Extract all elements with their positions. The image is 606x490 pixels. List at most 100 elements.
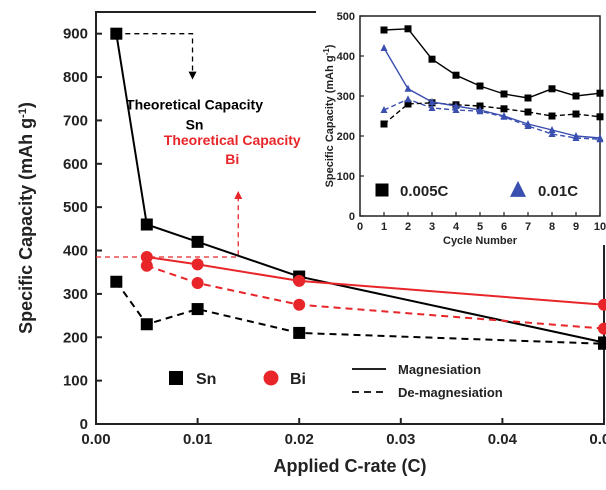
main-y-tick-label: 300	[63, 286, 88, 303]
main-y-axis-title: Specific Capacity (mAh g-1)	[16, 102, 36, 334]
main-data-point-sn	[110, 275, 123, 288]
main-data-point-sn	[140, 218, 153, 231]
inset-data-point-0.005c	[452, 71, 460, 79]
inset-data-point-0.01c	[548, 130, 556, 137]
main-y-tick-label: 0	[80, 416, 88, 433]
inset-y-tick-label: 100	[337, 171, 355, 183]
inset-data-point-0.005c	[380, 120, 388, 128]
inset-data-point-0.01c	[476, 107, 484, 115]
main-y-ticks: 0 100 200 300 400 500 600 700 800 900	[63, 26, 102, 433]
inset-x-tick-label: 7	[525, 221, 531, 233]
legend-label-magnesiation: Magnesiation	[398, 362, 481, 377]
legend-marker-bi	[263, 370, 279, 386]
inset-data-point-0.005c	[404, 25, 412, 33]
inset-data-point-0.005c	[404, 100, 412, 108]
main-x-tick-label: 0.01	[183, 431, 212, 448]
main-data-point-sn	[293, 326, 306, 339]
inset-legend: 0.005C 0.01C	[375, 180, 578, 200]
legend-label-bi: Bi	[290, 371, 306, 388]
inset-data-point-0.01c	[548, 126, 556, 133]
main-y-axis-title-sup: -1	[17, 108, 29, 118]
inset-x-tick-label: 9	[573, 221, 579, 233]
inset-data-point-0.005c	[380, 26, 388, 34]
theoretical-capacity-sn-arrowhead	[188, 71, 197, 80]
inset-data-point-0.01c	[596, 135, 604, 143]
inset-legend-marker-001c	[510, 180, 526, 197]
legend-marker-sn	[169, 371, 183, 385]
inset-data-point-0.005c	[500, 90, 508, 98]
main-plot: 0.000.010.020.030.040.05 010020030040050…	[16, 11, 606, 476]
inset-data-point-0.005c	[428, 55, 436, 63]
inset-data-point-0.01c	[404, 95, 412, 103]
inset-y-tick-label: 300	[337, 91, 355, 103]
inset-data-point-0.01c	[500, 112, 508, 120]
inset-plot: 0 1 2 3 4 5 6 7 8 9 10 0 100 200 300 400 500 0.005C 0.01…	[316, 0, 606, 247]
main-x-axis-title: Applied C-rate (C)	[274, 456, 427, 476]
inset-series-line-0.01c-dashed	[383, 98, 601, 140]
inset-y-ticks: 0 100 200 300 400 500	[337, 11, 364, 223]
inset-x-axis-title: Cycle Number	[443, 235, 518, 247]
main-x-tick-label: 0.03	[386, 431, 415, 448]
main-data-point-bi	[598, 322, 606, 335]
inset-data-point-0.01c	[452, 106, 460, 113]
inset-x-ticks: 0 1 2 3 4 5 6 7 8 9 10	[357, 212, 606, 233]
main-x-tick-label: 0.04	[488, 431, 518, 448]
inset-data-point-0.01c	[380, 106, 388, 113]
inset-series-line-0.005c-solid	[383, 28, 601, 99]
inset-data-point-0.01c	[572, 134, 580, 141]
inset-data-point-0.01c	[428, 98, 436, 105]
theoretical-capacity-bi-label: Theoretical Capacity	[164, 132, 301, 148]
inset-legend-label-0005c: 0.005C	[400, 183, 449, 200]
inset-legend-label-001c: 0.01C	[538, 183, 578, 200]
inset-x-tick-label: 3	[429, 221, 435, 233]
main-data-point-sn	[110, 27, 123, 40]
inset-x-tick-label: 8	[549, 221, 555, 233]
inset-data-point-0.01c	[380, 44, 388, 51]
theoretical-capacity-bi-arrowhead	[234, 191, 243, 200]
main-x-tick-label: 0.05	[589, 431, 606, 448]
inset-x-tick-label: 6	[501, 221, 507, 233]
inset-x-tick-label: 1	[381, 221, 387, 233]
inset-x-tick-label: 2	[405, 221, 411, 233]
main-x-tick-label: 0.00	[81, 431, 110, 448]
main-data-point-sn	[191, 235, 204, 248]
inset-x-tick-label: 4	[453, 221, 460, 233]
main-data-point-bi	[191, 258, 204, 271]
inset-data-point-0.005c	[548, 85, 556, 93]
main-legend: Sn Bi Magnesiation De-magnesiation	[169, 362, 503, 400]
main-data-point-bi	[140, 259, 153, 272]
main-y-tick-label: 500	[63, 199, 88, 216]
inset-data-point-0.01c	[428, 104, 436, 111]
main-y-tick-label: 200	[63, 329, 88, 346]
main-x-ticks: 0.00 0.01 0.02 0.03 0.04 0.05	[81, 418, 606, 448]
main-data-point-bi	[140, 251, 153, 264]
inset-y-tick-label: 400	[337, 51, 355, 63]
inset-data-point-0.005c	[596, 113, 604, 121]
inset-data-point-0.01c	[404, 84, 412, 92]
inset-y-tick-label: 200	[337, 131, 355, 143]
main-y-tick-label: 400	[63, 243, 88, 260]
inset-data-point-0.005c	[476, 102, 484, 110]
inset-data-point-0.01c	[452, 102, 460, 109]
inset-legend-marker-0005c	[375, 183, 389, 197]
inset-series	[380, 25, 604, 143]
inset-data-point-0.005c	[548, 112, 556, 120]
main-series-line-sn-dashed	[115, 281, 605, 345]
theoretical-capacity-sn-guide	[116, 33, 194, 74]
main-y-tick-label: 600	[63, 156, 88, 173]
inset-x-tick-label: 10	[594, 221, 606, 233]
inset-data-point-0.01c	[524, 122, 532, 129]
theoretical-capacity-bi-element: Bi	[225, 151, 239, 167]
inset-data-point-0.005c	[524, 94, 532, 102]
inset-series-line-0.005c-dashed	[383, 102, 601, 125]
legend-label-de-magnesiation: De-magnesiation	[398, 385, 503, 400]
main-data-point-bi	[293, 274, 306, 287]
inset-data-point-0.005c	[572, 92, 580, 100]
main-series-line-bi-dashed	[146, 264, 605, 330]
main-y-tick-label: 700	[63, 112, 88, 129]
legend-label-sn: Sn	[196, 371, 216, 388]
inset-data-point-0.005c	[476, 82, 484, 90]
main-y-tick-label: 900	[63, 26, 88, 43]
